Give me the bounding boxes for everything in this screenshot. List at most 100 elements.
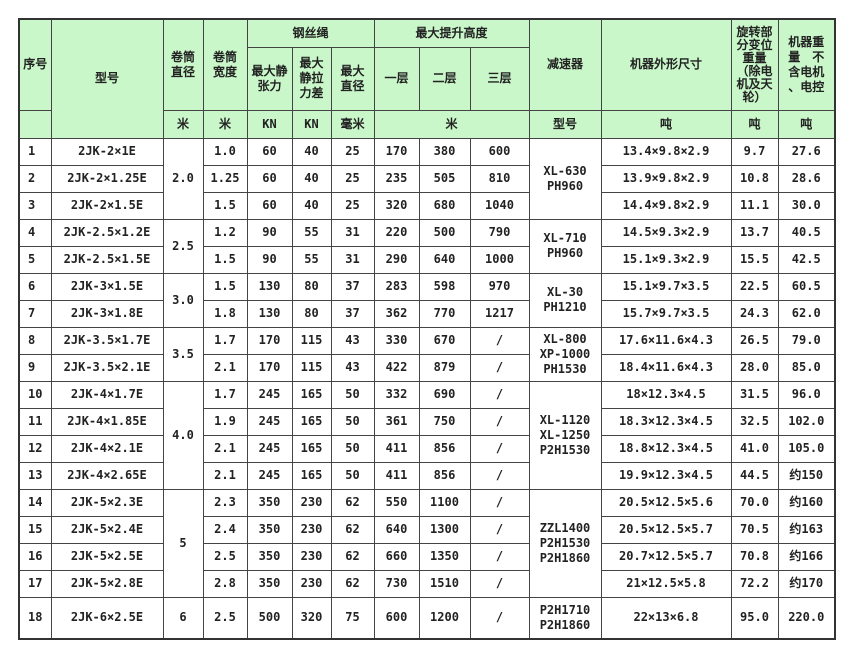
row-rope-tension: 130	[246, 272, 293, 301]
row-drum-diameter: 3.5	[162, 326, 204, 382]
row-dimensions: 20.5×12.5×5.6	[600, 488, 732, 517]
row-rope-tension: 170	[246, 326, 293, 355]
row-rope-diameter: 62	[330, 488, 375, 517]
row-rope-tension: 130	[246, 299, 293, 328]
row-model: 2JK-3×1.8E	[50, 299, 164, 328]
row-layer1: 290	[373, 245, 420, 274]
row-index: 12	[18, 434, 52, 463]
row-rotating-weight: 15.5	[730, 245, 779, 274]
row-model: 2JK-2.5×1.2E	[50, 218, 164, 247]
row-model: 2JK-2×1E	[50, 137, 164, 166]
unit-reducer: 型号	[528, 109, 602, 139]
row-layer1: 235	[373, 164, 420, 193]
row-dimensions: 19.9×12.3×4.5	[600, 461, 732, 490]
row-rope-diameter: 50	[330, 434, 375, 463]
table-row: 13 2JK-4×2.65E 2.1 245 165 50 411 856/ 19.9×12.3…	[18, 461, 836, 490]
row-layer1: 640	[373, 515, 420, 544]
row-machine-weight: 30.0	[777, 191, 836, 220]
row-rope-diameter: 25	[330, 164, 375, 193]
row-model: 2JK-6×2.5E	[50, 596, 164, 640]
row-layer3: 970	[469, 272, 530, 301]
row-rotating-weight: 44.5	[730, 461, 779, 490]
row-layer3: 1217	[469, 299, 530, 328]
row-layer1: 330	[373, 326, 420, 355]
row-rotating-weight: 70.5	[730, 515, 779, 544]
row-model: 2JK-4×1.7E	[50, 380, 164, 409]
row-dimensions: 14.4×9.8×2.9	[600, 191, 732, 220]
row-index: 3	[18, 191, 52, 220]
row-rotating-weight: 9.7	[730, 137, 779, 166]
row-rope-diff: 40	[291, 164, 332, 193]
table-row: 4 2JK-2.5×1.2E 2.5 1.2 90 55 31 220 500 790 XL-710…	[18, 218, 836, 274]
row-rope-tension: 60	[246, 137, 293, 166]
row-layer3: /	[469, 515, 530, 544]
row-rope-tension: 90	[246, 218, 293, 247]
row-reducer: XL-30 PH1210	[528, 272, 602, 328]
row-layer1: 361	[373, 407, 420, 436]
table-row: 10 2JK-4×1.7E 4.0 1.7 245 165 50 332 690/XL-1120…	[18, 380, 836, 490]
row-rope-diff: 230	[291, 488, 332, 517]
row-layer2: 770	[418, 299, 471, 328]
row-layer1: 362	[373, 299, 420, 328]
row-index: 4	[18, 218, 52, 247]
row-rope-diameter: 62	[330, 542, 375, 571]
row-machine-weight: 220.0	[777, 596, 836, 640]
row-rope-diff: 55	[291, 245, 332, 274]
row-index: 15	[18, 515, 52, 544]
row-rope-diff: 55	[291, 218, 332, 247]
row-layer2: 690	[418, 380, 471, 409]
row-model: 2JK-5×2.8E	[50, 569, 164, 598]
col-rope-diameter: 最大 直径	[330, 46, 375, 111]
row-rope-diff: 165	[291, 380, 332, 409]
col-rope-tension: 最大静 张力	[246, 46, 293, 111]
col-model: 型号	[50, 18, 164, 139]
row-drum-diameter: 4.0	[162, 380, 204, 490]
col-drum-diameter: 卷筒 直径	[162, 18, 204, 111]
row-index: 11	[18, 407, 52, 436]
row-rope-tension: 350	[246, 569, 293, 598]
row-rope-diff: 40	[291, 191, 332, 220]
row-layer3: 790	[469, 218, 530, 247]
row-layer3: /	[469, 542, 530, 571]
row-rope-diameter: 50	[330, 461, 375, 490]
row-index: 18	[18, 596, 52, 640]
row-dimensions: 18.8×12.3×4.5	[600, 434, 732, 463]
unit-lift: 米	[373, 109, 530, 139]
table-row: 14 2JK-5×2.3E 5 2.3 350 230 62 550 1100/ZZL1400 …	[18, 488, 836, 598]
row-layer3: /	[469, 461, 530, 490]
row-rope-tension: 245	[246, 380, 293, 409]
row-model: 2JK-3×1.5E	[50, 272, 164, 301]
row-layer1: 411	[373, 461, 420, 490]
row-index: 8	[18, 326, 52, 355]
col-machine-weight: 机器重 量 不 含电机 、电控	[777, 18, 836, 111]
row-dimensions: 18×12.3×4.5	[600, 380, 732, 409]
row-rotating-weight: 13.7	[730, 218, 779, 247]
row-rope-diameter: 62	[330, 515, 375, 544]
col-rope-diff: 最大 静拉 力差	[291, 46, 332, 111]
row-reducer: XL-800 XP-1000 PH1530	[528, 326, 602, 382]
unit-dimensions: 吨	[600, 109, 732, 139]
row-reducer: P2H1710 P2H1860	[528, 596, 602, 640]
row-layer2: 1510	[418, 569, 471, 598]
row-layer2: 640	[418, 245, 471, 274]
row-drum-diameter: 5	[162, 488, 204, 598]
row-layer1: 660	[373, 542, 420, 571]
row-layer2: 750	[418, 407, 471, 436]
row-machine-weight: 约163	[777, 515, 836, 544]
row-index: 14	[18, 488, 52, 517]
row-rotating-weight: 70.0	[730, 488, 779, 517]
row-layer1: 170	[373, 137, 420, 166]
row-drum-width: 1.0	[202, 137, 248, 166]
table-row: 12 2JK-4×2.1E 2.1 245 165 50 411 856/ 18.8×12.3×…	[18, 434, 836, 463]
row-dimensions: 22×13×6.8	[600, 596, 732, 640]
col-group-lift-height: 最大提升高度	[373, 18, 530, 48]
row-drum-width: 2.5	[202, 596, 248, 640]
row-layer1: 220	[373, 218, 420, 247]
row-drum-width: 1.5	[202, 245, 248, 274]
row-machine-weight: 约150	[777, 461, 836, 490]
table-row: 17 2JK-5×2.8E 2.8 350 230 62 730 1510/ 21×12.5×5…	[18, 569, 836, 598]
row-rope-diameter: 37	[330, 299, 375, 328]
row-machine-weight: 102.0	[777, 407, 836, 436]
row-drum-width: 2.8	[202, 569, 248, 598]
unit-drum-diameter: 米	[162, 109, 204, 139]
